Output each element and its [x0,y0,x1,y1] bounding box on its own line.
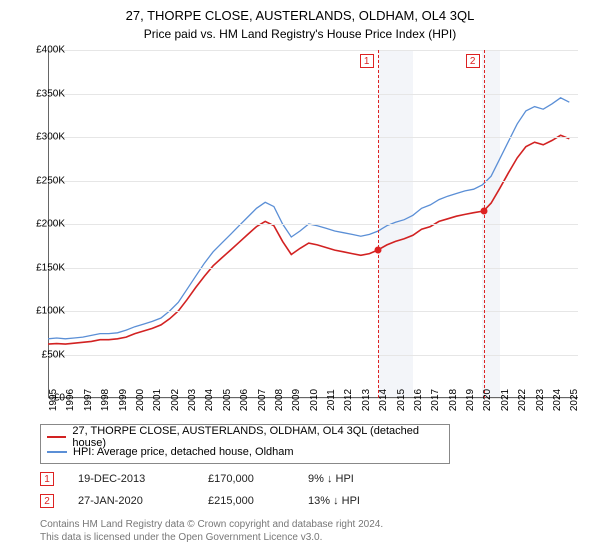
x-tick-label: 1997 [83,389,94,411]
x-tick-label: 2004 [204,389,215,411]
x-tick-label: 2015 [396,389,407,411]
x-tick-label: 1999 [118,389,129,411]
sale-delta: 9% ↓ HPI [308,473,438,485]
legend-row: 27, THORPE CLOSE, AUSTERLANDS, OLDHAM, O… [47,429,443,444]
gridline [48,224,578,225]
y-tick-label: £300K [36,132,65,143]
gridline [48,268,578,269]
x-tick-label: 2000 [135,389,146,411]
chart-subtitle: Price paid vs. HM Land Registry's House … [0,23,600,41]
x-tick-label: 2005 [222,389,233,411]
y-tick-label: £150K [36,262,65,273]
y-tick-label: £400K [36,45,65,56]
sale-point-icon [374,247,381,254]
x-tick-label: 2024 [552,389,563,411]
x-tick-label: 2014 [378,389,389,411]
event-line [378,50,379,398]
x-tick-label: 2010 [309,389,320,411]
x-tick-label: 2011 [326,389,337,411]
legend-label: HPI: Average price, detached house, Oldh… [73,446,294,458]
event-marker-icon: 1 [360,54,374,68]
x-tick-label: 2023 [535,389,546,411]
sale-marker-icon: 1 [40,472,54,486]
sale-price: £170,000 [208,473,308,485]
x-tick-label: 2016 [413,389,424,411]
gridline [48,181,578,182]
x-tick-label: 2003 [187,389,198,411]
sale-price: £215,000 [208,495,308,507]
gridline [48,355,578,356]
series-line [48,98,569,339]
gridline [48,137,578,138]
x-tick-label: 2012 [343,389,354,411]
y-tick-label: £50K [42,349,65,360]
x-tick-label: 2008 [274,389,285,411]
legend-swatch [47,451,67,453]
y-tick-label: £200K [36,219,65,230]
y-tick-label: £350K [36,88,65,99]
chart-container: 27, THORPE CLOSE, AUSTERLANDS, OLDHAM, O… [0,0,600,560]
x-tick-label: 2021 [500,389,511,411]
gridline [48,94,578,95]
legend-swatch [47,436,66,438]
x-tick-label: 2017 [430,389,441,411]
x-tick-label: 2002 [170,389,181,411]
event-line [484,50,485,398]
chart-title: 27, THORPE CLOSE, AUSTERLANDS, OLDHAM, O… [0,0,600,23]
x-tick-label: 2025 [569,389,580,411]
sales-row: 1 19-DEC-2013 £170,000 9% ↓ HPI [40,468,438,490]
sale-marker-icon: 2 [40,494,54,508]
y-tick-label: £250K [36,175,65,186]
x-tick-label: 2022 [517,389,528,411]
x-tick-label: 2018 [448,389,459,411]
y-tick-label: £100K [36,306,65,317]
sale-point-icon [480,207,487,214]
sale-date: 19-DEC-2013 [78,473,208,485]
x-tick-label: 2019 [465,389,476,411]
x-tick-label: 2001 [152,389,163,411]
x-tick-label: 2013 [361,389,372,411]
x-tick-label: 1996 [65,389,76,411]
footer-attribution: Contains HM Land Registry data © Crown c… [40,518,383,544]
x-tick-label: 1995 [48,389,59,411]
sales-table: 1 19-DEC-2013 £170,000 9% ↓ HPI 2 27-JAN… [40,468,438,512]
event-marker-icon: 2 [466,54,480,68]
sale-date: 27-JAN-2020 [78,495,208,507]
x-tick-label: 2020 [482,389,493,411]
legend-box: 27, THORPE CLOSE, AUSTERLANDS, OLDHAM, O… [40,424,450,464]
x-tick-label: 2009 [291,389,302,411]
sale-delta: 13% ↓ HPI [308,495,438,507]
footer-line: This data is licensed under the Open Gov… [40,531,383,544]
series-line [48,135,569,344]
footer-line: Contains HM Land Registry data © Crown c… [40,518,383,531]
x-tick-label: 2006 [239,389,250,411]
chart-plot-area [48,50,578,398]
sales-row: 2 27-JAN-2020 £215,000 13% ↓ HPI [40,490,438,512]
gridline [48,50,578,51]
gridline [48,311,578,312]
x-tick-label: 1998 [100,389,111,411]
x-tick-label: 2007 [257,389,268,411]
